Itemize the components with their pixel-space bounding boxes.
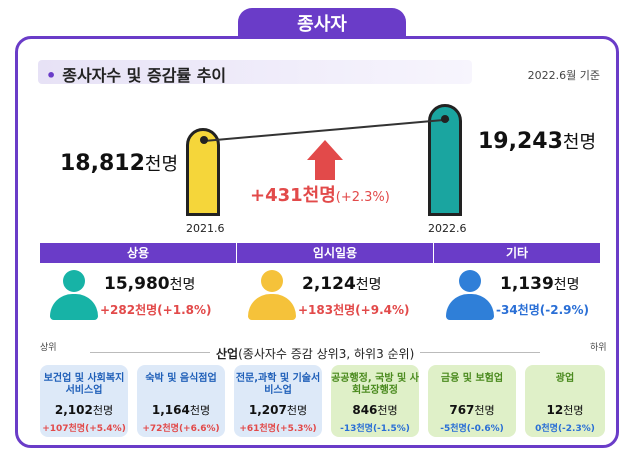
industry-value-number: 1,207 bbox=[248, 403, 287, 417]
industry-name: 전문,과학 및 기술서비스업 bbox=[235, 373, 321, 396]
category-2-number: 1,139 bbox=[500, 274, 554, 294]
industry-value-unit: 천명 bbox=[563, 404, 584, 417]
total-change: +431천명(+2.3%) bbox=[250, 181, 390, 207]
period-2022: 2022.6 bbox=[428, 222, 467, 235]
industry-card-3: 공공행정, 국방 및 사회보장행정 846천명 -13천명(-1.5%) bbox=[331, 365, 419, 437]
industry-name: 광업 bbox=[555, 373, 575, 384]
period-2021: 2021.6 bbox=[186, 222, 225, 235]
industry-name: 금융 및 보험업 bbox=[440, 373, 504, 384]
category-2-unit: 천명 bbox=[553, 277, 580, 293]
lower-rank-label: 하위 bbox=[590, 343, 607, 353]
category-1-unit: 천명 bbox=[355, 277, 382, 293]
industry-value-unit: 천명 bbox=[189, 404, 211, 417]
value-2021-unit: 천명 bbox=[144, 154, 179, 175]
dot-2021 bbox=[200, 136, 208, 144]
industry-value: 767천명 bbox=[428, 402, 516, 418]
value-2021: 18,812천명 bbox=[60, 150, 178, 176]
industry-value: 1,164천명 bbox=[137, 402, 225, 418]
industry-value: 2,102천명 bbox=[40, 402, 128, 418]
category-1-change: +183천명(+9.4%) bbox=[298, 303, 410, 317]
category-0-change: +282천명(+1.8%) bbox=[100, 303, 212, 317]
industry-card-0: 보건업 및 사회복지 서비스업 2,102천명 +107천명(+5.4%) bbox=[40, 365, 128, 437]
category-0-unit: 천명 bbox=[169, 277, 196, 293]
industry-change: 0천명(-2.3%) bbox=[535, 424, 595, 434]
industry-value-number: 2,102 bbox=[54, 403, 93, 417]
industry-change: +107천명(+5.4%) bbox=[42, 424, 126, 434]
section-subtitle-text: 종사자수 및 증감률 추이 bbox=[62, 66, 227, 85]
category-0-number: 15,980 bbox=[104, 274, 170, 294]
industry-value: 1,207천명 bbox=[234, 402, 322, 418]
industry-card-4: 금융 및 보험업 767천명 -5천명(-0.6%) bbox=[428, 365, 516, 437]
industry-value-number: 1,164 bbox=[151, 403, 190, 417]
industry-card-2: 전문,과학 및 기술서비스업 1,207천명 +61천명(+5.3%) bbox=[234, 365, 322, 437]
industry-change: +72천명(+6.6%) bbox=[142, 424, 220, 434]
category-2-change: -34천명(-2.9%) bbox=[496, 303, 589, 317]
upper-rank-label: 상위 bbox=[40, 343, 57, 353]
industry-value-unit: 천명 bbox=[286, 404, 308, 417]
category-header-0: 상용 bbox=[40, 243, 236, 263]
increase-arrow-icon bbox=[307, 140, 343, 160]
industry-value-unit: 천명 bbox=[474, 404, 495, 417]
subtitle-bar bbox=[38, 60, 472, 84]
industry-value-number: 846 bbox=[352, 403, 378, 417]
category-1-number: 2,124 bbox=[302, 274, 356, 294]
value-2022-number: 19,243 bbox=[478, 129, 563, 154]
industry-value: 12천명 bbox=[525, 402, 605, 418]
total-change-pct: (+2.3%) bbox=[335, 190, 390, 205]
category-1-value: 2,124천명 bbox=[302, 274, 382, 294]
category-header-2: 기타 bbox=[434, 243, 600, 263]
value-2022-unit: 천명 bbox=[562, 132, 597, 153]
value-2022: 19,243천명 bbox=[478, 128, 596, 154]
date-note: 2022.6월 기준 bbox=[527, 69, 600, 82]
industry-change: +61천명(+5.3%) bbox=[239, 424, 317, 434]
industry-value-number: 767 bbox=[449, 403, 475, 417]
industry-change: -13천명(-1.5%) bbox=[340, 424, 410, 434]
industry-value-unit: 천명 bbox=[92, 404, 114, 417]
category-0-value: 15,980천명 bbox=[104, 274, 195, 294]
industry-title-rest: (종사자수 증감 상위3, 하위3 순위) bbox=[238, 347, 415, 361]
industry-name: 공공행정, 국방 및 사회보장행정 bbox=[331, 373, 419, 396]
category-header-1: 임시일용 bbox=[237, 243, 433, 263]
dot-2022 bbox=[441, 115, 449, 123]
industry-name: 숙박 및 음식점업 bbox=[145, 373, 217, 384]
industry-title: 산업(종사자수 증감 상위3, 하위3 순위) bbox=[210, 345, 421, 362]
industry-change: -5천명(-0.6%) bbox=[440, 424, 504, 434]
industry-name: 보건업 및 사회복지 서비스업 bbox=[43, 373, 125, 396]
total-change-value: +431천명 bbox=[250, 185, 336, 206]
category-2-value: 1,139천명 bbox=[500, 274, 580, 294]
industry-card-5: 광업 12천명 0천명(-2.3%) bbox=[525, 365, 605, 437]
value-2021-number: 18,812 bbox=[60, 151, 145, 176]
industry-value: 846천명 bbox=[331, 402, 419, 418]
industry-card-1: 숙박 및 음식점업 1,164천명 +72천명(+6.6%) bbox=[137, 365, 225, 437]
bullet-icon: • bbox=[46, 66, 57, 85]
section-subtitle: • 종사자수 및 증감률 추이 bbox=[46, 62, 226, 86]
industry-title-bold: 산업 bbox=[216, 347, 239, 361]
increase-arrow-stem bbox=[315, 160, 335, 180]
industry-value-unit: 천명 bbox=[377, 404, 398, 417]
industry-value-number: 12 bbox=[546, 403, 564, 417]
